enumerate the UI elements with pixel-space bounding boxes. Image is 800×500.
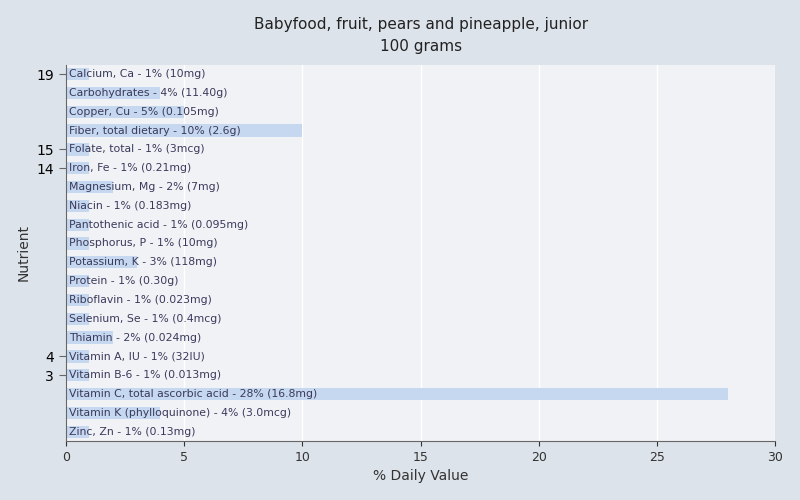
Bar bbox=[66, 350, 90, 362]
Bar bbox=[66, 162, 90, 174]
Text: Copper, Cu - 5% (0.105mg): Copper, Cu - 5% (0.105mg) bbox=[70, 107, 219, 117]
Bar bbox=[66, 124, 302, 136]
Text: Fiber, total dietary - 10% (2.6g): Fiber, total dietary - 10% (2.6g) bbox=[70, 126, 241, 136]
Text: Thiamin - 2% (0.024mg): Thiamin - 2% (0.024mg) bbox=[70, 332, 202, 342]
Text: Protein - 1% (0.30g): Protein - 1% (0.30g) bbox=[70, 276, 179, 286]
Text: Phosphorus, P - 1% (10mg): Phosphorus, P - 1% (10mg) bbox=[70, 238, 218, 248]
Bar bbox=[66, 256, 137, 268]
Text: Zinc, Zn - 1% (0.13mg): Zinc, Zn - 1% (0.13mg) bbox=[70, 426, 196, 436]
Text: Vitamin C, total ascorbic acid - 28% (16.8mg): Vitamin C, total ascorbic acid - 28% (16… bbox=[70, 389, 318, 399]
Bar bbox=[66, 87, 160, 99]
Bar bbox=[66, 68, 90, 80]
Bar bbox=[66, 388, 728, 400]
Bar bbox=[66, 144, 90, 156]
Text: Potassium, K - 3% (118mg): Potassium, K - 3% (118mg) bbox=[70, 258, 218, 268]
Bar bbox=[66, 200, 90, 212]
Bar bbox=[66, 181, 113, 193]
X-axis label: % Daily Value: % Daily Value bbox=[373, 470, 468, 484]
Text: Carbohydrates - 4% (11.40g): Carbohydrates - 4% (11.40g) bbox=[70, 88, 228, 98]
Text: Calcium, Ca - 1% (10mg): Calcium, Ca - 1% (10mg) bbox=[70, 69, 206, 79]
Y-axis label: Nutrient: Nutrient bbox=[17, 224, 30, 281]
Bar bbox=[66, 426, 90, 438]
Text: Vitamin B-6 - 1% (0.013mg): Vitamin B-6 - 1% (0.013mg) bbox=[70, 370, 222, 380]
Text: Folate, total - 1% (3mcg): Folate, total - 1% (3mcg) bbox=[70, 144, 205, 154]
Bar bbox=[66, 369, 90, 382]
Bar bbox=[66, 406, 160, 419]
Bar bbox=[66, 238, 90, 250]
Bar bbox=[66, 218, 90, 231]
Text: Iron, Fe - 1% (0.21mg): Iron, Fe - 1% (0.21mg) bbox=[70, 163, 191, 173]
Bar bbox=[66, 275, 90, 287]
Text: Vitamin K (phylloquinone) - 4% (3.0mcg): Vitamin K (phylloquinone) - 4% (3.0mcg) bbox=[70, 408, 291, 418]
Title: Babyfood, fruit, pears and pineapple, junior
100 grams: Babyfood, fruit, pears and pineapple, ju… bbox=[254, 16, 588, 54]
Text: Selenium, Se - 1% (0.4mcg): Selenium, Se - 1% (0.4mcg) bbox=[70, 314, 222, 324]
Text: Magnesium, Mg - 2% (7mg): Magnesium, Mg - 2% (7mg) bbox=[70, 182, 220, 192]
Bar bbox=[66, 106, 184, 118]
Text: Vitamin A, IU - 1% (32IU): Vitamin A, IU - 1% (32IU) bbox=[70, 352, 206, 362]
Bar bbox=[66, 332, 113, 344]
Bar bbox=[66, 294, 90, 306]
Text: Pantothenic acid - 1% (0.095mg): Pantothenic acid - 1% (0.095mg) bbox=[70, 220, 249, 230]
Bar bbox=[66, 312, 90, 325]
Text: Niacin - 1% (0.183mg): Niacin - 1% (0.183mg) bbox=[70, 201, 192, 211]
Text: Riboflavin - 1% (0.023mg): Riboflavin - 1% (0.023mg) bbox=[70, 295, 212, 305]
